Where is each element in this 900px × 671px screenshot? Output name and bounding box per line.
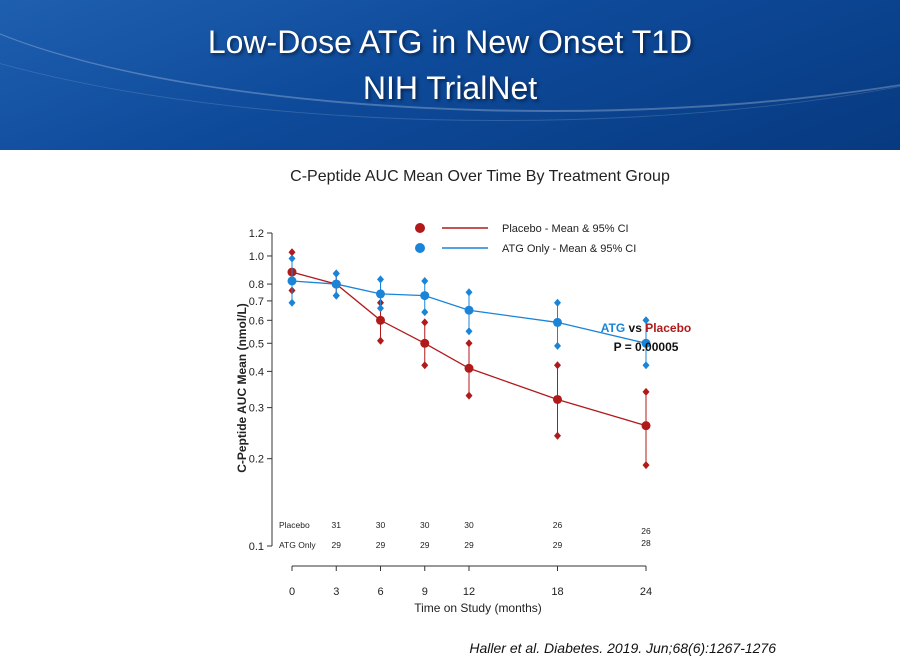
- data-point: [420, 338, 430, 348]
- ci-marker: [554, 431, 561, 440]
- ci-marker: [421, 276, 429, 285]
- comparison-annotation: ATG vs Placebo: [601, 321, 692, 335]
- n-atg: 29: [553, 540, 563, 550]
- y-tick-label: 1.0: [249, 251, 264, 263]
- ci-marker: [642, 461, 650, 470]
- ci-marker: [465, 391, 473, 400]
- n-placebo: 31: [332, 520, 342, 530]
- data-point: [331, 279, 341, 289]
- y-tick-label: 0.7: [249, 296, 264, 308]
- n-placebo: 30: [376, 520, 386, 530]
- n-placebo: 30: [464, 520, 474, 530]
- data-point: [376, 289, 385, 299]
- data-point: [464, 305, 474, 315]
- x-tick-label: 18: [551, 586, 563, 598]
- x-tick-label: 6: [377, 586, 383, 598]
- y-tick-label: 0.4: [249, 366, 264, 378]
- ci-marker: [377, 304, 384, 313]
- y-tick-label: 0.2: [249, 454, 264, 466]
- ci-marker: [377, 336, 384, 345]
- data-point: [553, 317, 562, 327]
- ci-marker: [332, 269, 340, 278]
- ci-marker: [377, 275, 384, 284]
- data-point: [641, 421, 651, 431]
- ci-marker: [288, 254, 296, 263]
- ci-marker: [554, 341, 561, 350]
- data-point: [641, 338, 651, 348]
- y-axis-label: C-Peptide AUC Mean (nmol/L): [235, 303, 249, 473]
- ci-marker: [288, 298, 296, 307]
- slide-subtitle: NIH TrialNet: [362, 70, 538, 106]
- x-tick-label: 24: [640, 586, 652, 598]
- y-tick-label: 0.1: [249, 541, 264, 553]
- ci-marker: [465, 288, 473, 297]
- slide-title: Low-Dose ATG in New Onset T1D: [207, 24, 693, 60]
- ci-marker: [421, 361, 429, 370]
- ci-marker: [288, 248, 296, 257]
- ci-marker: [642, 387, 650, 396]
- y-tick-label: 1.2: [249, 228, 264, 240]
- header-swoosh-2: [0, 0, 900, 121]
- legend-marker: [415, 243, 425, 253]
- legend-label: ATG Only - Mean & 95% CI: [502, 243, 636, 255]
- ci-marker: [642, 361, 650, 370]
- slide-header: Low-Dose ATG in New Onset T1D NIH TrialN…: [0, 0, 900, 150]
- n-atg: 29: [464, 540, 474, 550]
- ci-marker: [421, 308, 429, 317]
- n-atg: 29: [376, 540, 386, 550]
- ci-marker: [642, 316, 650, 325]
- y-tick-label: 0.6: [249, 315, 264, 327]
- legend-label: Placebo - Mean & 95% CI: [502, 223, 629, 235]
- y-tick-label: 0.8: [249, 279, 264, 291]
- chart-title: C-Peptide AUC Mean Over Time By Treatmen…: [290, 168, 670, 185]
- data-point: [376, 315, 385, 325]
- legend-marker: [415, 223, 425, 233]
- citation: Haller et al. Diabetes. 2019. Jun;68(6):…: [469, 640, 776, 656]
- data-point: [464, 363, 474, 373]
- n-atg: 28: [641, 538, 651, 548]
- n-label-placebo: Placebo: [279, 520, 310, 530]
- ci-marker: [465, 327, 473, 336]
- p-value: P = 0.00005: [614, 340, 679, 354]
- y-tick-label: 0.5: [249, 338, 264, 350]
- data-point: [420, 291, 430, 301]
- n-label-atg: ATG Only: [279, 540, 316, 550]
- x-tick-label: 12: [463, 586, 475, 598]
- x-tick-label: 0: [289, 586, 295, 598]
- n-atg: 29: [420, 540, 430, 550]
- x-tick-label: 9: [422, 586, 428, 598]
- n-placebo: 26: [641, 526, 651, 536]
- x-tick-label: 3: [333, 586, 339, 598]
- ci-marker: [554, 361, 561, 370]
- n-placebo: 26: [553, 520, 563, 530]
- ci-marker: [554, 298, 561, 307]
- data-point: [553, 394, 562, 404]
- ci-marker: [465, 339, 473, 348]
- y-tick-label: 0.3: [249, 403, 264, 415]
- n-atg: 29: [332, 540, 342, 550]
- x-axis-label: Time on Study (months): [414, 601, 542, 615]
- ci-marker: [421, 318, 429, 327]
- n-placebo: 30: [420, 520, 430, 530]
- data-point: [287, 276, 297, 286]
- ci-marker: [332, 291, 340, 300]
